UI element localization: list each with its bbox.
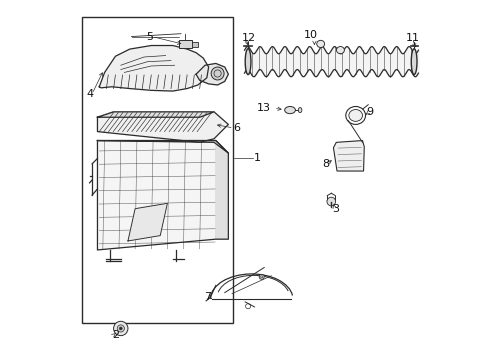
- Circle shape: [326, 197, 335, 206]
- Ellipse shape: [348, 109, 362, 121]
- Bar: [191, 41, 198, 46]
- Ellipse shape: [336, 46, 344, 54]
- Text: 2: 2: [112, 330, 120, 340]
- Text: 13: 13: [256, 103, 270, 113]
- Ellipse shape: [316, 40, 324, 48]
- Text: 4: 4: [86, 89, 93, 99]
- Text: 12: 12: [241, 33, 255, 43]
- Polygon shape: [97, 140, 228, 250]
- Text: 8: 8: [322, 159, 329, 169]
- Polygon shape: [215, 140, 228, 239]
- Text: 11: 11: [405, 33, 419, 43]
- Text: 1: 1: [253, 153, 260, 163]
- Circle shape: [113, 321, 128, 336]
- Text: 3: 3: [332, 204, 339, 214]
- Circle shape: [117, 325, 124, 332]
- Ellipse shape: [244, 49, 250, 75]
- Circle shape: [259, 274, 264, 279]
- Text: 7: 7: [204, 292, 211, 302]
- Text: 5: 5: [145, 32, 153, 41]
- Ellipse shape: [284, 107, 295, 114]
- Text: 6: 6: [233, 123, 240, 133]
- Polygon shape: [128, 203, 167, 241]
- Polygon shape: [99, 45, 208, 91]
- Polygon shape: [97, 112, 228, 142]
- Ellipse shape: [410, 49, 416, 75]
- Bar: [82, 17, 233, 323]
- Bar: [179, 40, 191, 48]
- Circle shape: [211, 67, 224, 80]
- Text: 9: 9: [366, 107, 373, 117]
- Polygon shape: [333, 140, 364, 171]
- Polygon shape: [196, 63, 228, 85]
- Polygon shape: [97, 112, 214, 117]
- Ellipse shape: [298, 108, 301, 113]
- Text: 10: 10: [303, 30, 317, 40]
- Circle shape: [119, 327, 122, 330]
- Polygon shape: [97, 140, 228, 153]
